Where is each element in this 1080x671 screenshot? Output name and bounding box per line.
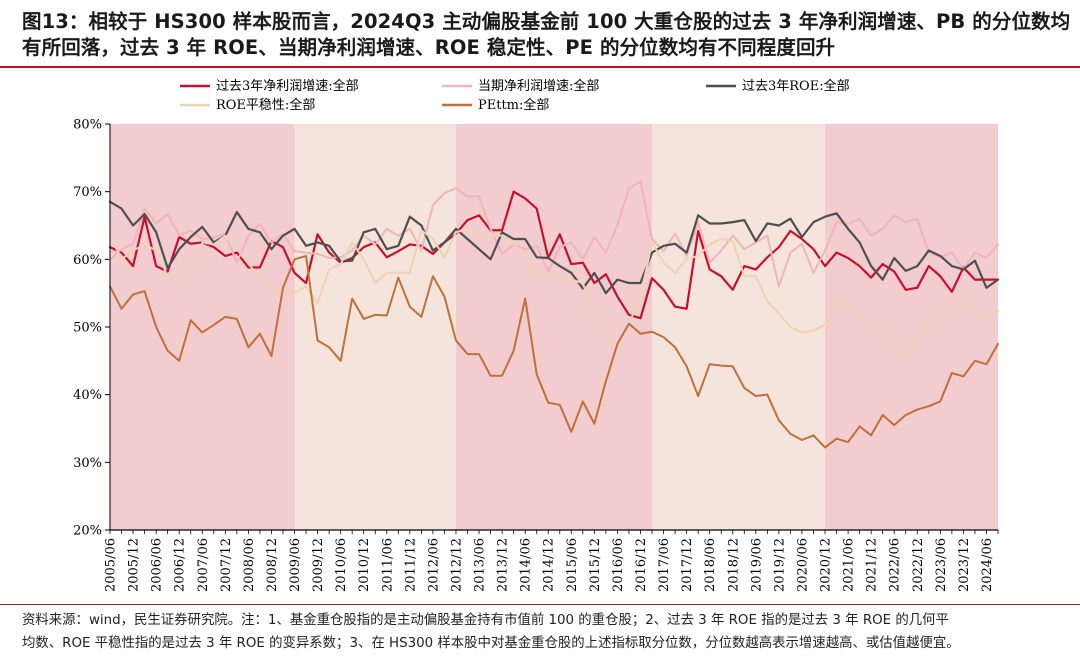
chart-title: 图13：相较于 HS300 样本股而言，2024Q3 主动偏股基金前 100 大… [22,9,1072,61]
y-axis-ticks: 20% 30% 40% 50% 60% 70% 80% [73,118,110,539]
series-lines [108,180,1000,449]
shaded-period-5 [825,124,998,530]
series-line-4 [109,227,999,361]
y-tick-label: 70% [73,185,102,200]
y-tick-label: 50% [73,321,102,336]
x-tick-label: 2006/12 [173,538,188,592]
x-tick-label: 2006/06 [150,538,165,592]
y-tick-label: 60% [73,253,102,268]
shaded-period-2 [294,124,456,530]
x-tick-label: 2010/12 [357,538,372,592]
x-tick-label: 2023/06 [934,538,949,592]
x-tick-label: 2021/06 [842,538,857,592]
chart-title-line-2: 有所回落，过去 3 年 ROE、当期净利润增速、ROE 稳定性、PE 的分位数均… [22,36,836,59]
x-tick-label: 2023/12 [957,538,972,592]
x-tick-label: 2022/12 [911,538,926,592]
x-tick-label: 2007/12 [219,538,234,592]
x-tick-label: 2012/12 [449,538,464,592]
x-tick-label: 2012/06 [426,538,441,592]
chart-title-line-1: 图13：相较于 HS300 样本股而言，2024Q3 主动偏股基金前 100 大… [22,10,1071,33]
series-line-5 [109,254,999,449]
legend: 过去3年净利润增速:全部 当期净利润增速:全部 过去3年ROE:全部 ROE平稳性:全… [180,78,850,113]
x-tick-label: 2008/12 [265,538,280,592]
y-tick-label: 80% [73,118,102,133]
series-line-2 [109,180,999,288]
x-tick-label: 2024/06 [980,538,995,592]
legend-label-4: ROE平稳性:全部 [216,97,315,113]
x-tick-label: 2010/06 [334,538,349,592]
title-divider [0,66,1080,68]
x-tick-label: 2013/12 [496,538,511,592]
source-note-line-1: 资料来源：wind，民生证券研究院。注：1、基金重仓股指的是主动偏股基金持有市值… [22,613,949,628]
legend-label-2: 当期净利润增速:全部 [478,78,599,94]
x-tick-label: 2016/12 [634,538,649,592]
x-tick-label: 2011/06 [380,538,395,592]
shaded-periods [110,124,998,530]
x-tick-label: 2015/12 [588,538,603,592]
x-tick-label: 2011/12 [403,538,418,592]
shaded-period-3 [455,124,653,530]
x-tick-label: 2019/06 [749,538,764,592]
legend-label-3: 过去3年ROE:全部 [742,78,850,94]
x-tick-label: 2022/06 [888,538,903,592]
source-note-line-2: 均数、ROE 平稳性指的是过去 3 年 ROE 的变异系数；3、在 HS300 … [22,636,960,651]
series-line-3 [108,200,1000,295]
x-tick-label: 2021/12 [865,538,880,592]
x-axis: 2005/06 2005/12 2006/06 2006/12 2007/06 2007/… [104,124,999,592]
shaded-period-4 [652,124,826,530]
x-tick-label: 2020/06 [795,538,810,592]
source-note: 资料来源：wind，民生证券研究院。注：1、基金重仓股指的是主动偏股基金持有市值… [22,609,1067,655]
x-tick-label: 2018/06 [703,538,718,592]
x-tick-label: 2017/06 [657,538,672,592]
x-tick-label: 2007/06 [196,538,211,592]
x-tick-label: 2005/06 [104,538,119,592]
legend-label-1: 过去3年净利润增速:全部 [216,78,359,94]
y-tick-label: 40% [73,388,102,403]
x-tick-label: 2005/12 [127,538,142,592]
x-tick-label: 2016/06 [611,538,626,592]
series-line-1 [108,190,1000,320]
source-divider [0,604,1080,605]
shaded-period-1 [110,124,295,530]
x-tick-label: 2018/12 [726,538,741,592]
x-tick-label: 2014/12 [542,538,557,592]
x-tick-label: 2017/12 [680,538,695,592]
legend-label-5: PEttm:全部 [478,97,549,113]
y-tick-label: 20% [73,524,102,539]
x-tick-label: 2020/12 [819,538,834,592]
y-tick-label: 30% [73,456,102,471]
x-tick-label: 2009/06 [288,538,303,592]
x-tick-label: 2019/12 [772,538,787,592]
x-tick-label: 2014/06 [519,538,534,592]
line-chart: 20% 30% 40% 50% 60% 70% 80% 2005/06 2005/12 2006… [73,78,1000,592]
x-tick-label: 2013/06 [473,538,488,592]
x-tick-label: 2008/06 [242,538,257,592]
x-tick-label: 2015/06 [565,538,580,592]
x-tick-label: 2009/12 [311,538,326,592]
